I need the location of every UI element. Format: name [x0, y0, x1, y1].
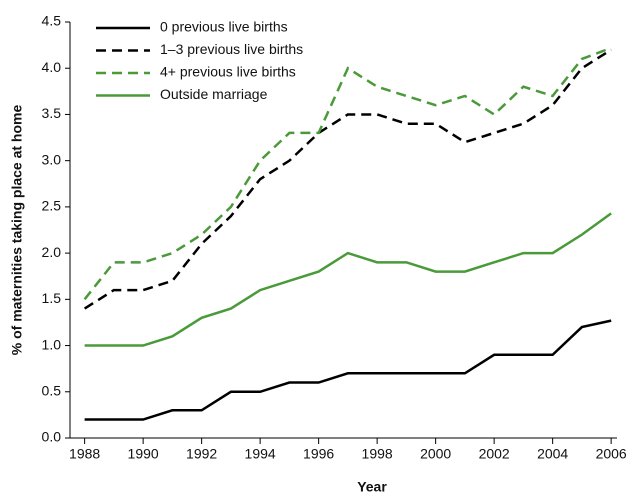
y-tick-label: 1.5 — [42, 290, 62, 306]
x-tick-label: 2006 — [596, 446, 627, 462]
series-line — [83, 48, 612, 310]
x-tick-label: 1992 — [186, 446, 217, 462]
x-tick-label: 1994 — [245, 446, 276, 462]
legend-label: 0 previous live births — [160, 19, 288, 35]
y-tick-label: 0.0 — [42, 429, 62, 445]
x-tick-label: 2002 — [479, 446, 510, 462]
y-tick-label: 3.5 — [42, 105, 62, 121]
y-tick-label: 2.5 — [42, 198, 62, 214]
series-line — [83, 46, 612, 301]
x-tick-label: 1998 — [362, 446, 393, 462]
x-tick-label: 1988 — [69, 446, 100, 462]
series-line — [84, 212, 612, 347]
series-line — [84, 319, 612, 421]
x-tick-label: 2004 — [537, 446, 568, 462]
legend-label: Outside marriage — [160, 86, 268, 102]
y-tick-label: 0.5 — [42, 382, 62, 398]
y-tick-label: 3.0 — [42, 151, 62, 167]
x-tick-label: 1996 — [303, 446, 334, 462]
y-tick-label: 4.5 — [42, 13, 62, 29]
y-tick-label: 1.0 — [42, 336, 62, 352]
y-tick-label: 2.0 — [42, 244, 62, 260]
y-axis-title: % of maternities taking place at home — [9, 105, 25, 356]
legend-label: 1–3 previous live births — [160, 41, 303, 57]
x-axis-title: Year — [357, 479, 387, 495]
x-tick-label: 1990 — [128, 446, 159, 462]
y-tick-label: 4.0 — [42, 59, 62, 75]
x-tick-label: 2000 — [420, 446, 451, 462]
legend-label: 4+ previous live births — [160, 64, 296, 80]
